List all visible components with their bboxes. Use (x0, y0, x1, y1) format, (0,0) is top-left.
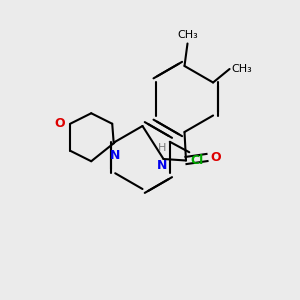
Text: Cl: Cl (191, 154, 204, 167)
Text: N: N (157, 159, 167, 172)
Text: O: O (210, 151, 220, 164)
Text: N: N (110, 149, 120, 162)
Text: CH₃: CH₃ (177, 31, 198, 40)
Text: O: O (54, 117, 65, 130)
Text: CH₃: CH₃ (231, 64, 252, 74)
Text: H: H (158, 143, 166, 153)
